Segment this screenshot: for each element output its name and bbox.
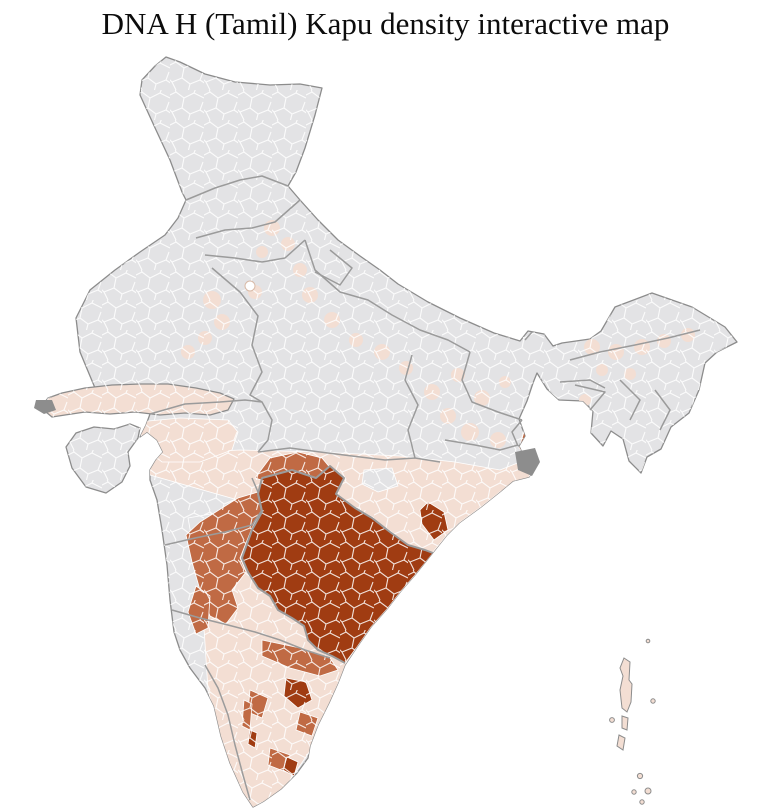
district-borders-texture [42, 57, 737, 807]
region-andaman-nicobar-islands[interactable] [609, 638, 656, 805]
page-title: DNA H (Tamil) Kapu density interactive m… [101, 6, 670, 41]
state-borders [149, 175, 701, 801]
region-sundarbans-delta[interactable] [515, 448, 540, 476]
region-kutch-creek[interactable] [34, 400, 56, 414]
region-delhi-zero[interactable] [244, 280, 256, 292]
